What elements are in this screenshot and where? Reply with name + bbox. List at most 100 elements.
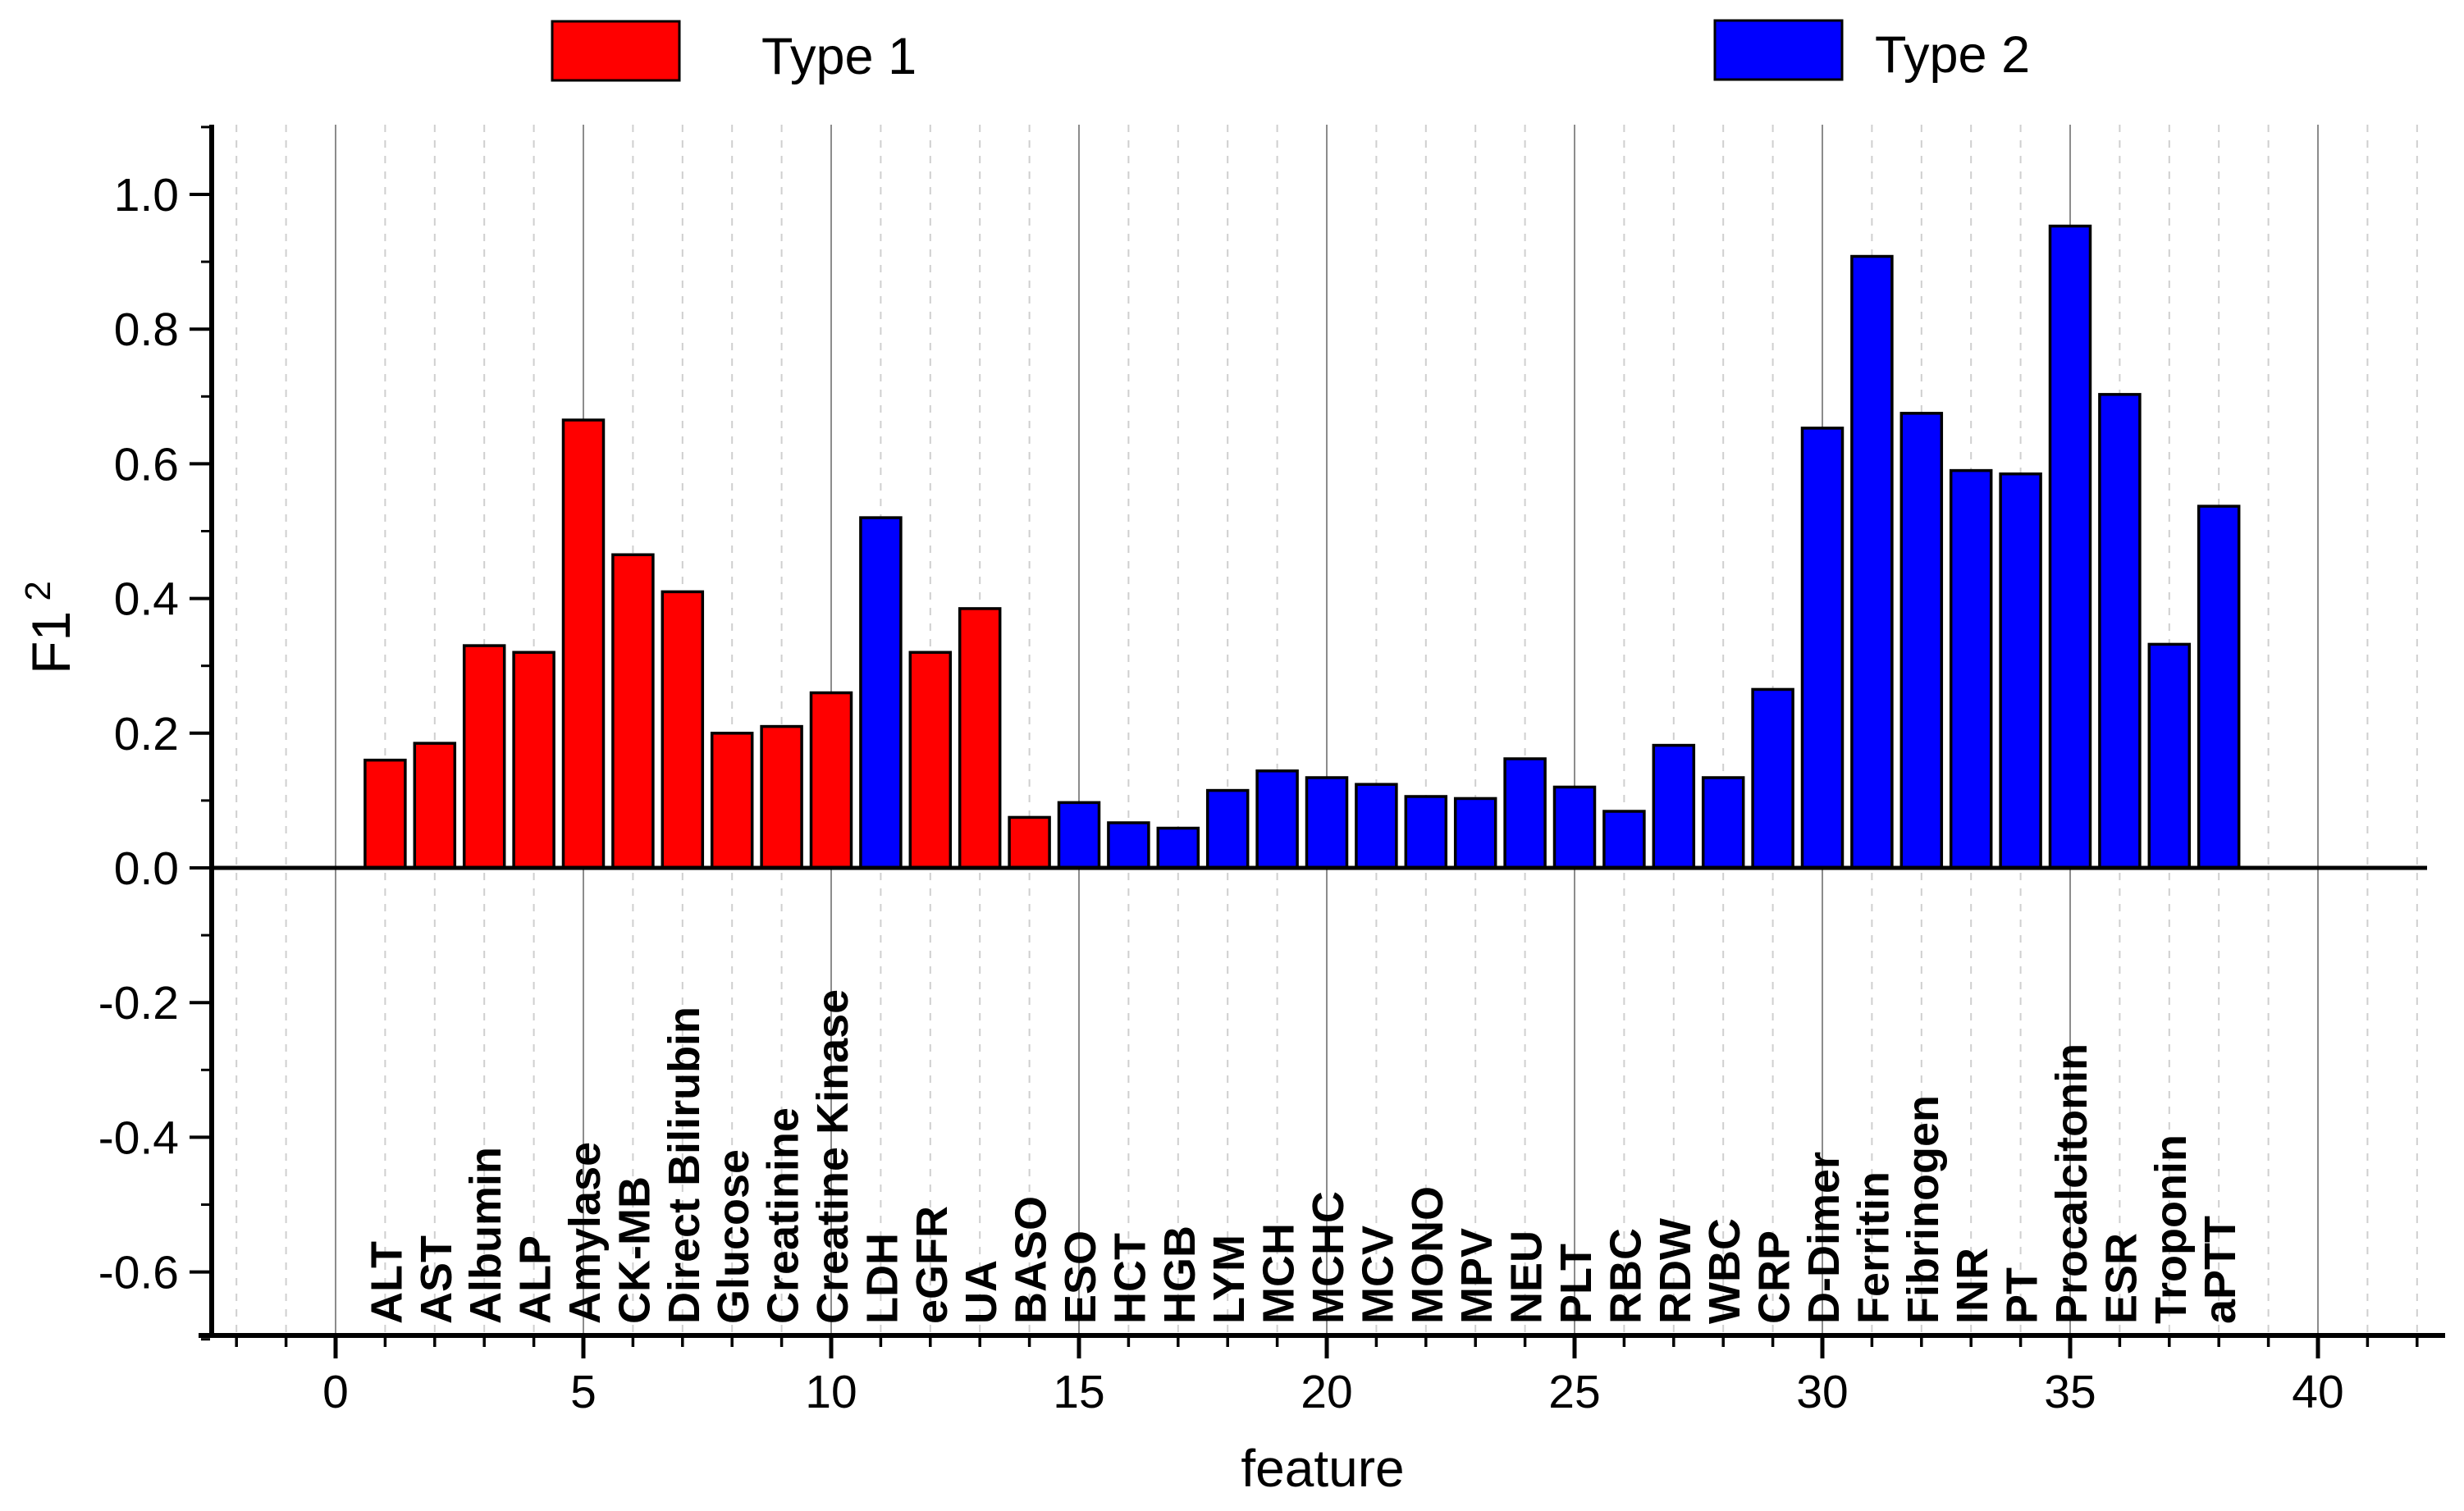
feature-label-PT: PT xyxy=(1998,1267,2047,1324)
y-tick-label--0.6: -0.6 xyxy=(98,1247,179,1299)
bar-MCV xyxy=(1355,783,1398,870)
bar-INR xyxy=(1949,468,1993,870)
y-tick-label-0.8: 0.8 xyxy=(114,304,179,356)
x-tick-label-40: 40 xyxy=(2292,1366,2343,1418)
feature-label-INR: INR xyxy=(1948,1248,1997,1324)
bar-MCH xyxy=(1255,769,1299,870)
feature-label-Glucose: Glucose xyxy=(709,1149,758,1324)
y-tick-label-0.0: 0.0 xyxy=(114,842,179,895)
bar-AST xyxy=(413,742,457,870)
feature-label-Direct Bilirubin: Direct Bilirubin xyxy=(660,1007,709,1324)
bar-MPV xyxy=(1453,797,1497,870)
bar-Direct Bilirubin xyxy=(661,590,705,870)
feature-label-eGFR: eGFR xyxy=(907,1206,957,1324)
feature-label-D-Dimer: D-Dimer xyxy=(1799,1152,1849,1324)
bar-BASO xyxy=(1008,815,1051,870)
bar-Glucose xyxy=(710,732,754,870)
y-tick-label--0.2: -0.2 xyxy=(98,977,179,1029)
x-tick-label-35: 35 xyxy=(2044,1366,2096,1418)
feature-label-PLT: PLT xyxy=(1552,1244,1601,1324)
x-axis-ticks: 0 5 10 15 20 25 30 35 40 xyxy=(235,1337,2419,1418)
feature-label-ESO: ESO xyxy=(1056,1230,1105,1324)
legend-swatch-type-1 xyxy=(551,20,681,82)
feature-label-RDW: RDW xyxy=(1651,1218,1700,1324)
feature-label-aPTT: aPTT xyxy=(2196,1216,2245,1324)
bar-ESO xyxy=(1057,801,1101,870)
y-tick-label-1.0: 1.0 xyxy=(114,169,179,221)
feature-label-UA: UA xyxy=(957,1260,1006,1324)
feature-label-MPV: MPV xyxy=(1452,1228,1502,1324)
feature-label-Creatine Kinase: Creatine Kinase xyxy=(808,989,857,1324)
x-tick-label-30: 30 xyxy=(1796,1366,1848,1418)
bar-Albumin xyxy=(462,644,506,870)
legend-swatch-type-2 xyxy=(1713,19,1844,81)
feature-label-BASO: BASO xyxy=(1007,1196,1056,1324)
feature-label-LYM: LYM xyxy=(1205,1235,1254,1324)
x-tick-label-25: 25 xyxy=(1548,1366,1600,1418)
feature-label-CRP: CRP xyxy=(1750,1230,1799,1324)
bar-Creatinine xyxy=(760,724,803,870)
bar-Amylase xyxy=(561,418,606,870)
gridlines xyxy=(235,125,2418,1335)
feature-label-MCH: MCH xyxy=(1255,1223,1304,1324)
bar-PT xyxy=(1999,472,2042,870)
bars xyxy=(363,224,2241,870)
bar-CK-MB xyxy=(611,553,655,870)
x-tick-label-10: 10 xyxy=(805,1366,857,1418)
feature-label-Creatinine: Creatinine xyxy=(759,1107,808,1324)
feature-label-MCHC: MCHC xyxy=(1304,1191,1353,1324)
feature-label-Ferritin: Ferritin xyxy=(1849,1171,1898,1324)
feature-label-CK-MB: CK-MB xyxy=(610,1176,659,1324)
bar-ESR xyxy=(2098,393,2142,870)
feature-label-Troponin: Troponin xyxy=(2146,1134,2196,1324)
bar-MCHC xyxy=(1305,776,1349,870)
bar-MONO xyxy=(1404,795,1448,870)
y-axis-ticks: -0.6 -0.4 -0.2 0.0 0.2 0.4 0.6 0.8 1.0 xyxy=(98,126,210,1341)
legend-item-type-2: Type 2 xyxy=(1713,19,2030,84)
feature-label-RBC: RBC xyxy=(1601,1228,1650,1324)
bar-LYM xyxy=(1205,788,1250,870)
feature-label-MONO: MONO xyxy=(1403,1186,1452,1324)
bar-HGB xyxy=(1156,826,1200,870)
bar-NEU xyxy=(1503,757,1547,870)
bar-ALT xyxy=(363,758,407,870)
bar-LDH xyxy=(859,516,903,870)
feature-label-ESR: ESR xyxy=(2096,1233,2146,1324)
feature-label-Procalcitonin: Procalcitonin xyxy=(2047,1043,2096,1324)
feature-label-HGB: HGB xyxy=(1155,1226,1205,1324)
x-tick-label-5: 5 xyxy=(570,1366,597,1418)
legend-label-type-1: Type 1 xyxy=(761,28,917,85)
bar-HCT xyxy=(1107,821,1150,870)
bar-Ferritin xyxy=(1850,254,1894,870)
bar-D-Dimer xyxy=(1800,427,1845,870)
bar-CRP xyxy=(1751,687,1794,870)
feature-label-HCT: HCT xyxy=(1105,1233,1154,1324)
y-tick-label-0.4: 0.4 xyxy=(114,573,179,626)
legend: Type 1 Type 2 xyxy=(551,19,2030,85)
bar-PLT xyxy=(1552,785,1597,870)
feature-label-Amylase: Amylase xyxy=(560,1142,610,1324)
bar-aPTT xyxy=(2197,504,2241,870)
y-axis-title: F1 2 xyxy=(18,581,81,674)
category-labels: ALT AST Albumin ALP Amylase CK-MB Direct Bilir… xyxy=(362,989,2245,1324)
bar-Creatine Kinase xyxy=(809,691,853,870)
feature-label-NEU: NEU xyxy=(1502,1230,1552,1324)
bar-Troponin xyxy=(2147,642,2192,870)
feature-label-MCV: MCV xyxy=(1353,1226,1402,1324)
x-tick-label-15: 15 xyxy=(1053,1366,1104,1418)
bar-eGFR xyxy=(908,651,953,870)
bar-Procalcitonin xyxy=(2048,224,2092,870)
legend-item-type-1: Type 1 xyxy=(551,20,917,85)
x-axis-title: feature xyxy=(1241,1439,1404,1498)
feature-label-ALP: ALP xyxy=(511,1235,560,1324)
bar-RDW xyxy=(1652,743,1696,870)
feature-label-Albumin: Albumin xyxy=(461,1147,510,1324)
feature-label-AST: AST xyxy=(412,1235,461,1324)
y-tick-label-0.2: 0.2 xyxy=(114,708,179,760)
legend-label-type-2: Type 2 xyxy=(1875,26,2030,84)
feature-label-LDH: LDH xyxy=(857,1233,907,1324)
feature-label-Fibrinogen: Fibrinogen xyxy=(1899,1095,1948,1324)
x-tick-label-20: 20 xyxy=(1301,1366,1352,1418)
